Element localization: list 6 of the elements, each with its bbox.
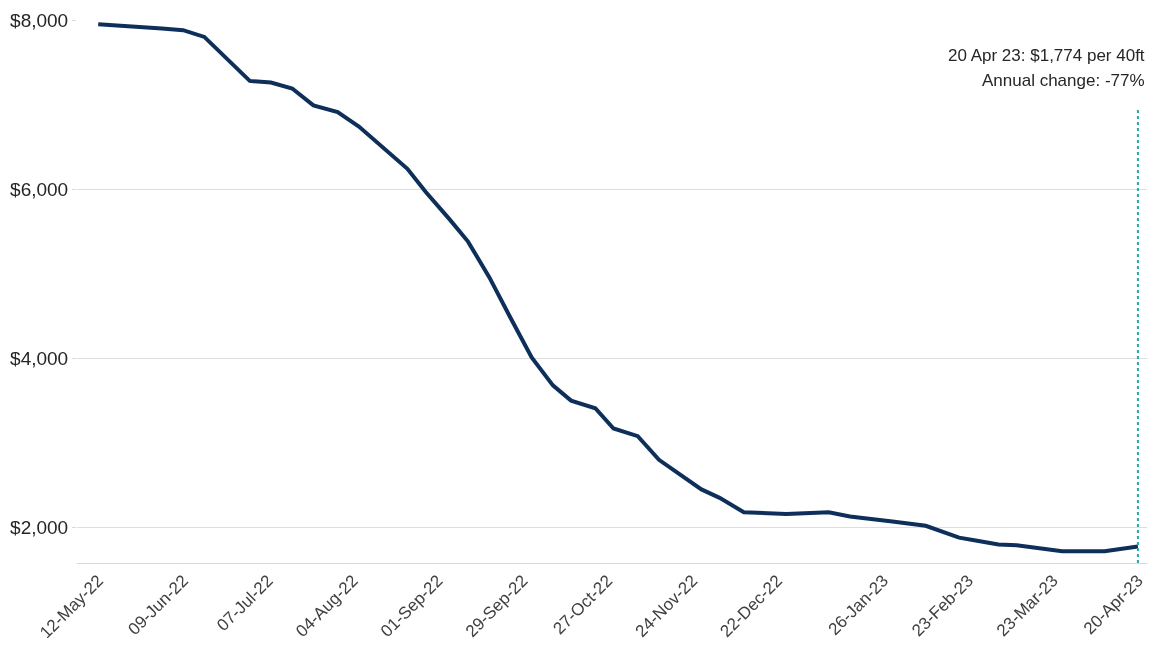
y-tick-label: $6,000 bbox=[10, 178, 69, 200]
y-tick-label: $4,000 bbox=[10, 347, 69, 369]
annotation: 20 Apr 23: $1,774 per 40ft bbox=[948, 46, 1145, 65]
y-tick-label: $2,000 bbox=[10, 517, 69, 539]
annotation: Annual change: -77% bbox=[982, 71, 1145, 90]
y-tick-label: $8,000 bbox=[10, 9, 69, 31]
